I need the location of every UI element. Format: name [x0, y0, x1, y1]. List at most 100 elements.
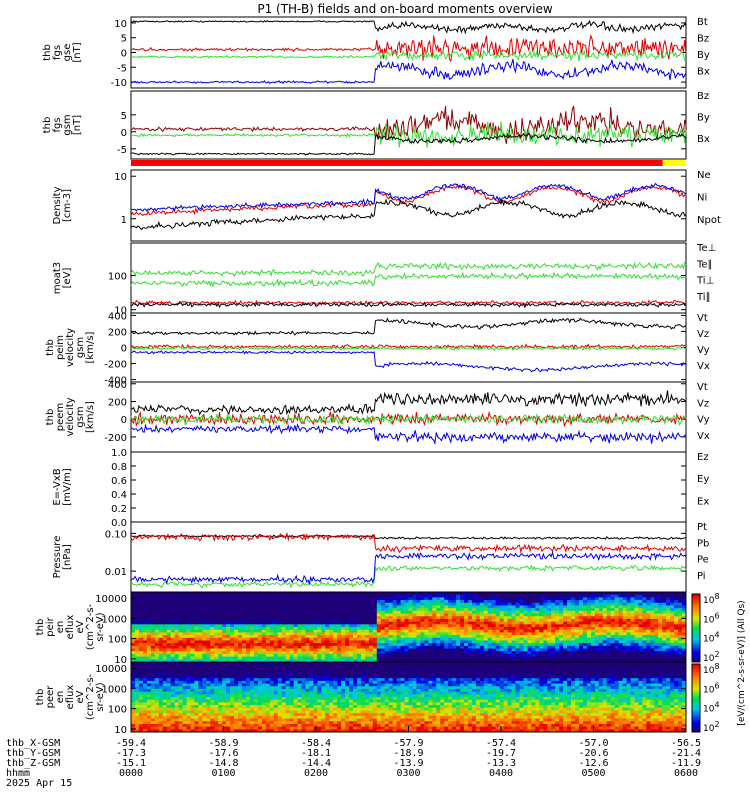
heatmap-cell: [630, 651, 635, 655]
heatmap-cell: [142, 610, 148, 614]
heatmap-cell: [317, 621, 322, 625]
heatmap-cell: [503, 592, 508, 596]
heatmap-cell: [674, 675, 679, 679]
heatmap-cell: [630, 608, 635, 612]
heatmap-cell: [531, 675, 536, 679]
heatmap-cell: [448, 600, 453, 604]
heatmap-cell: [598, 600, 604, 604]
heatmap-cell: [285, 680, 290, 684]
heatmap-cell: [194, 616, 199, 620]
heatmap-cell: [543, 645, 548, 649]
heatmap-cell: [499, 627, 505, 631]
heatmap-cell: [277, 610, 283, 614]
heatmap-cell: [269, 672, 275, 676]
heatmap-cell: [567, 597, 572, 601]
heatmap-cell: [186, 629, 191, 633]
heatmap-cell: [527, 645, 532, 649]
series-line-Vt: [130, 390, 687, 416]
heatmap-cell: [226, 597, 231, 601]
heatmap-cell: [146, 637, 152, 641]
heatmap-cell: [349, 672, 354, 676]
heatmap-cell: [261, 629, 267, 633]
heatmap-cell: [436, 645, 441, 649]
heatmap-cell: [460, 602, 465, 606]
heatmap-cell: [547, 656, 552, 660]
heatmap-cell: [495, 656, 501, 660]
heatmap-cell: [245, 602, 251, 606]
heatmap-cell: [190, 667, 195, 671]
heatmap-cell: [519, 645, 524, 649]
heatmap-cell: [519, 659, 524, 663]
heatmap-cell: [329, 621, 334, 625]
heatmap-cell: [547, 597, 552, 601]
heatmap-cell: [606, 605, 612, 609]
heatmap-cell: [495, 624, 501, 628]
heatmap-cell: [467, 624, 473, 628]
heatmap-cell: [289, 592, 294, 596]
heatmap-cell: [293, 664, 298, 668]
heatmap-cell: [182, 616, 187, 620]
heatmap-cell: [301, 629, 306, 633]
heatmap-cell: [134, 613, 140, 617]
heatmap-cell: [349, 645, 354, 649]
heatmap-cell: [567, 621, 572, 625]
heatmap-cell: [471, 670, 477, 674]
heatmap-cell: [551, 653, 556, 658]
heatmap-cell: [464, 632, 469, 636]
heatmap-cell: [460, 592, 465, 596]
heatmap-cell: [622, 613, 627, 617]
heatmap-cell: [372, 662, 378, 666]
heatmap-cell: [158, 672, 164, 676]
heatmap-cell: [571, 610, 576, 614]
heatmap-cell: [138, 645, 144, 649]
heatmap-cell: [273, 597, 279, 601]
heatmap-cell: [349, 670, 354, 674]
heatmap-cell: [265, 594, 271, 598]
heatmap-cell: [194, 610, 199, 614]
heatmap-cell: [654, 659, 659, 663]
heatmap-cell: [571, 616, 576, 620]
heatmap-cell: [245, 670, 251, 674]
heatmap-cell: [384, 656, 390, 660]
heatmap-cell: [353, 651, 358, 655]
heatmap-cell: [559, 651, 564, 655]
heatmap-cell: [547, 672, 552, 676]
heatmap-cell: [432, 667, 437, 671]
heatmap-cell: [178, 618, 183, 623]
heatmap-cell: [563, 608, 568, 612]
heatmap-cell: [547, 664, 552, 668]
heatmap-cell: [563, 605, 568, 609]
heatmap-cell: [202, 664, 207, 668]
heatmap-cell: [432, 635, 437, 639]
heatmap-cell: [662, 670, 667, 674]
heatmap-cell: [178, 675, 183, 679]
heatmap-cell: [146, 602, 152, 606]
heatmap-cell: [265, 621, 271, 625]
heatmap-cell: [234, 637, 239, 641]
heatmap-cell: [226, 656, 231, 660]
heatmap-cell: [289, 667, 294, 671]
heatmap-cell: [400, 637, 405, 641]
heatmap-cell: [194, 680, 199, 684]
heatmap-cell: [210, 648, 215, 652]
heatmap-cell: [238, 605, 243, 609]
heatmap-cell: [293, 662, 298, 666]
heatmap-cell: [321, 610, 326, 614]
heatmap-cell: [269, 678, 275, 682]
heatmap-cell: [210, 637, 215, 641]
heatmap-cell: [214, 592, 219, 596]
heatmap-cell: [602, 637, 608, 641]
heatmap-cell: [547, 602, 552, 606]
heatmap-cell: [154, 637, 160, 641]
heatmap-cell: [301, 621, 306, 625]
heatmap-cell: [444, 670, 449, 674]
heatmap-cell: [428, 608, 433, 612]
legend-Te⊥: Te⊥: [696, 243, 716, 254]
heatmap-cell: [424, 597, 429, 601]
heatmap-cell: [475, 648, 481, 652]
heatmap-cell: [618, 602, 623, 606]
heatmap-cell: [444, 621, 449, 625]
heatmap-cell: [400, 602, 405, 606]
heatmap-cell: [404, 640, 409, 644]
heatmap-cell: [590, 667, 596, 671]
